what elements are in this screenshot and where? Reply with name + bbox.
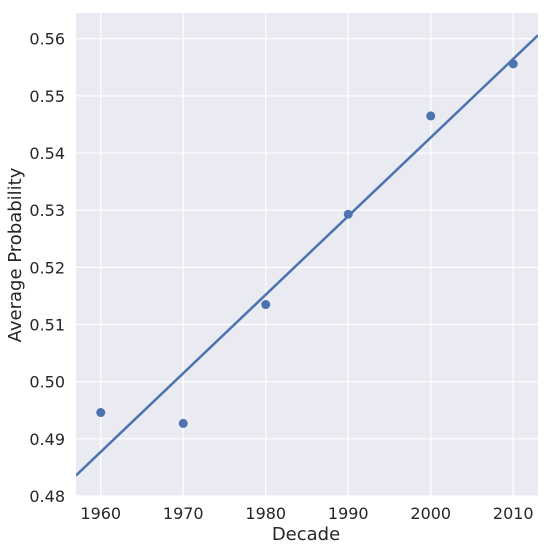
y-tick-label: 0.49: [29, 430, 65, 449]
data-points: [96, 59, 518, 428]
data-point: [343, 209, 353, 219]
x-tick-label: 1960: [80, 504, 121, 523]
regression-line-layer: [76, 34, 538, 477]
y-tick-label: 0.48: [29, 487, 65, 506]
regression-line: [76, 34, 538, 477]
x-tick-label: 1990: [328, 504, 369, 523]
x-tick-labels: 1960 1970 1980 1990 2000 2010: [80, 504, 533, 523]
data-point: [261, 300, 271, 310]
y-tick-label: 0.54: [29, 144, 65, 163]
data-point: [426, 111, 436, 121]
y-tick-label: 0.53: [29, 201, 65, 220]
x-tick-label: 1980: [245, 504, 286, 523]
x-tick-label: 2010: [493, 504, 534, 523]
y-tick-label: 0.52: [29, 258, 65, 277]
grid: [76, 13, 538, 497]
data-point: [178, 418, 188, 428]
x-tick-label: 1970: [163, 504, 204, 523]
data-point: [508, 59, 518, 69]
data-point: [96, 408, 106, 418]
y-tick-label: 0.56: [29, 30, 65, 49]
x-tick-label: 2000: [410, 504, 451, 523]
x-axis-title: Decade: [272, 524, 340, 545]
y-tick-label: 0.51: [29, 316, 65, 335]
y-tick-labels: 0.48 0.49 0.50 0.51 0.52 0.53 0.54 0.55 0.56: [29, 30, 65, 506]
y-tick-label: 0.50: [29, 373, 65, 392]
y-axis-title: Average Probability: [5, 167, 26, 342]
y-tick-label: 0.55: [29, 87, 65, 106]
